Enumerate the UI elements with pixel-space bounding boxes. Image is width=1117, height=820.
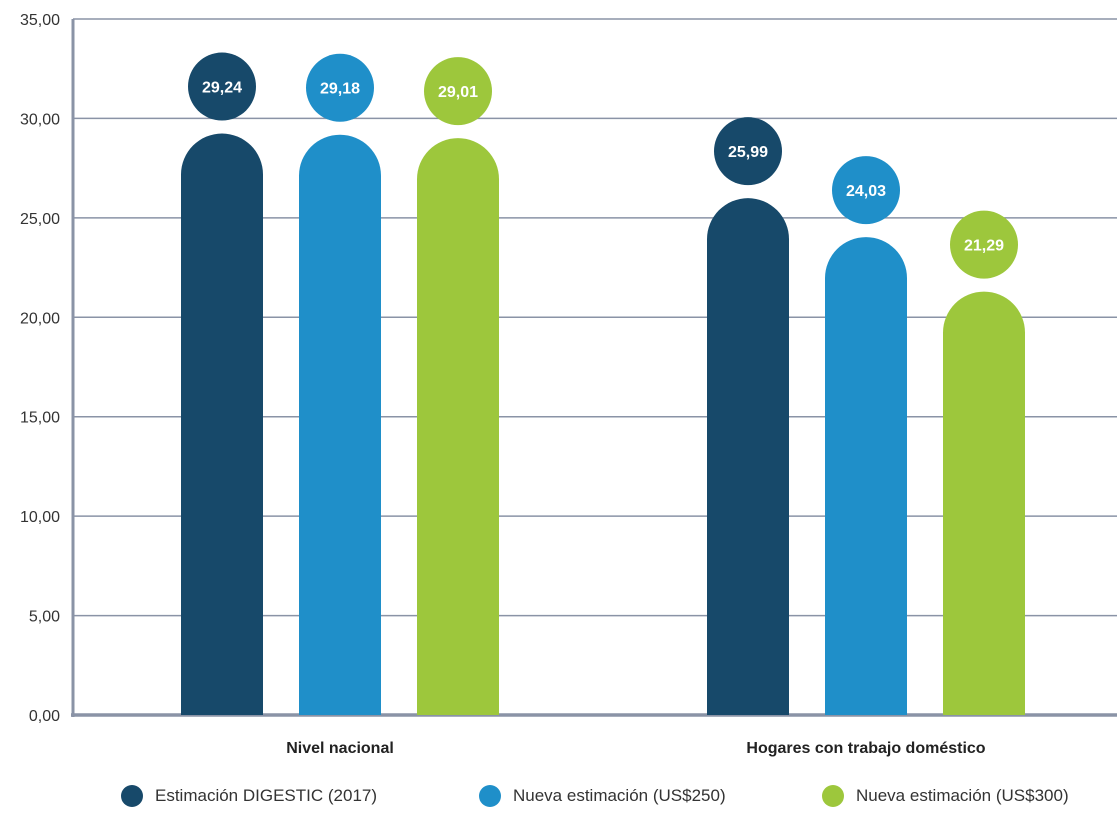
bar — [181, 133, 263, 715]
y-tick-label: 10,00 — [20, 509, 60, 526]
legend-label-digestic: Estimación DIGESTIC (2017) — [155, 786, 378, 805]
legend-item-us300: Nueva estimación (US$300) — [822, 785, 1069, 807]
legend-label-us300: Nueva estimación (US$300) — [856, 786, 1069, 805]
bar — [417, 138, 499, 716]
bars: 29,24 29,18 29,01 25,99 24,03 21,29 — [181, 52, 1025, 716]
y-tick-labels: 0,00 5,00 10,00 15,00 20,00 25,00 30,00 35,00 — [20, 12, 60, 725]
legend-item-digestic: Estimación DIGESTIC (2017) — [121, 785, 377, 807]
data-label: 25,99 — [728, 144, 768, 161]
data-label-bubble — [424, 57, 492, 126]
data-label: 29,24 — [202, 80, 242, 97]
data-label: 24,03 — [846, 183, 886, 200]
y-tick-label: 35,00 — [20, 12, 60, 29]
legend-item-us250: Nueva estimación (US$250) — [479, 785, 726, 807]
data-label-bubble — [832, 156, 900, 225]
legend: Estimación DIGESTIC (2017) Nueva estimac… — [0, 785, 1117, 815]
bar-chart: 0,00 5,00 10,00 15,00 20,00 25,00 30,00 35,00 2… — [20, 12, 1117, 757]
category-labels: Nivel nacional Hogares con trabajo domést… — [286, 740, 986, 757]
bar — [707, 198, 789, 715]
bar — [825, 237, 907, 715]
data-label-bubble — [714, 117, 782, 186]
y-tick-label: 15,00 — [20, 410, 60, 427]
data-label-bubble — [188, 52, 256, 121]
bar — [943, 291, 1025, 715]
data-label-bubble — [306, 53, 374, 122]
y-tick-label: 0,00 — [29, 708, 60, 725]
category-label: Nivel nacional — [286, 740, 394, 757]
bar — [299, 134, 381, 715]
data-label-bubble — [950, 210, 1018, 279]
legend-dot-us250 — [479, 785, 501, 807]
data-label: 21,29 — [964, 238, 1004, 255]
category-label: Hogares con trabajo doméstico — [746, 740, 985, 757]
legend-dot-digestic — [121, 785, 143, 807]
legend-label-us250: Nueva estimación (US$250) — [513, 786, 726, 805]
data-label: 29,01 — [438, 84, 478, 101]
legend-dot-us300 — [822, 785, 844, 807]
y-tick-label: 20,00 — [20, 310, 60, 327]
y-tick-label: 25,00 — [20, 211, 60, 228]
y-tick-label: 5,00 — [29, 609, 60, 626]
y-tick-label: 30,00 — [20, 111, 60, 128]
data-label: 29,18 — [320, 81, 360, 98]
